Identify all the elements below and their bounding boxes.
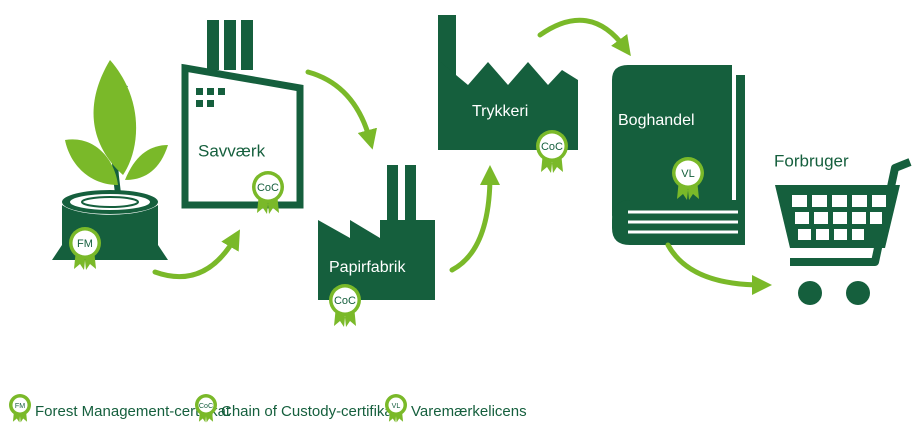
badge: CoC: [329, 284, 361, 327]
badge-label: FM: [77, 238, 93, 250]
badge-label: CoC: [199, 403, 213, 410]
sawmill: [185, 20, 300, 205]
printing-house: [438, 15, 578, 150]
legend-label: Chain of Custody-certifikat: [221, 403, 398, 420]
book: [612, 65, 745, 245]
badge-label: VL: [681, 168, 694, 180]
badge: CoC: [536, 130, 568, 173]
badge: FM: [69, 227, 101, 270]
node-label: Savværk: [198, 141, 266, 160]
legend-label: Varemærkelicens: [411, 403, 527, 420]
node-label: Papirfabrik: [329, 259, 406, 276]
node-label: Boghandel: [618, 112, 695, 129]
node-label: Forbruger: [774, 151, 849, 170]
badge-label: CoC: [541, 141, 563, 153]
badge-label: FM: [15, 403, 25, 410]
badge: FM: [9, 394, 31, 422]
badge-label: CoC: [334, 295, 356, 307]
cart: [775, 162, 910, 305]
node-label: Trykkeri: [472, 103, 528, 120]
paper-mill: [318, 165, 435, 300]
tree-stump: [52, 60, 168, 260]
badge-label: VL: [392, 403, 401, 410]
badge-label: CoC: [257, 182, 279, 194]
diagram: Savværk Papirfabrik Trykkeri Boghandel F…: [0, 0, 917, 431]
